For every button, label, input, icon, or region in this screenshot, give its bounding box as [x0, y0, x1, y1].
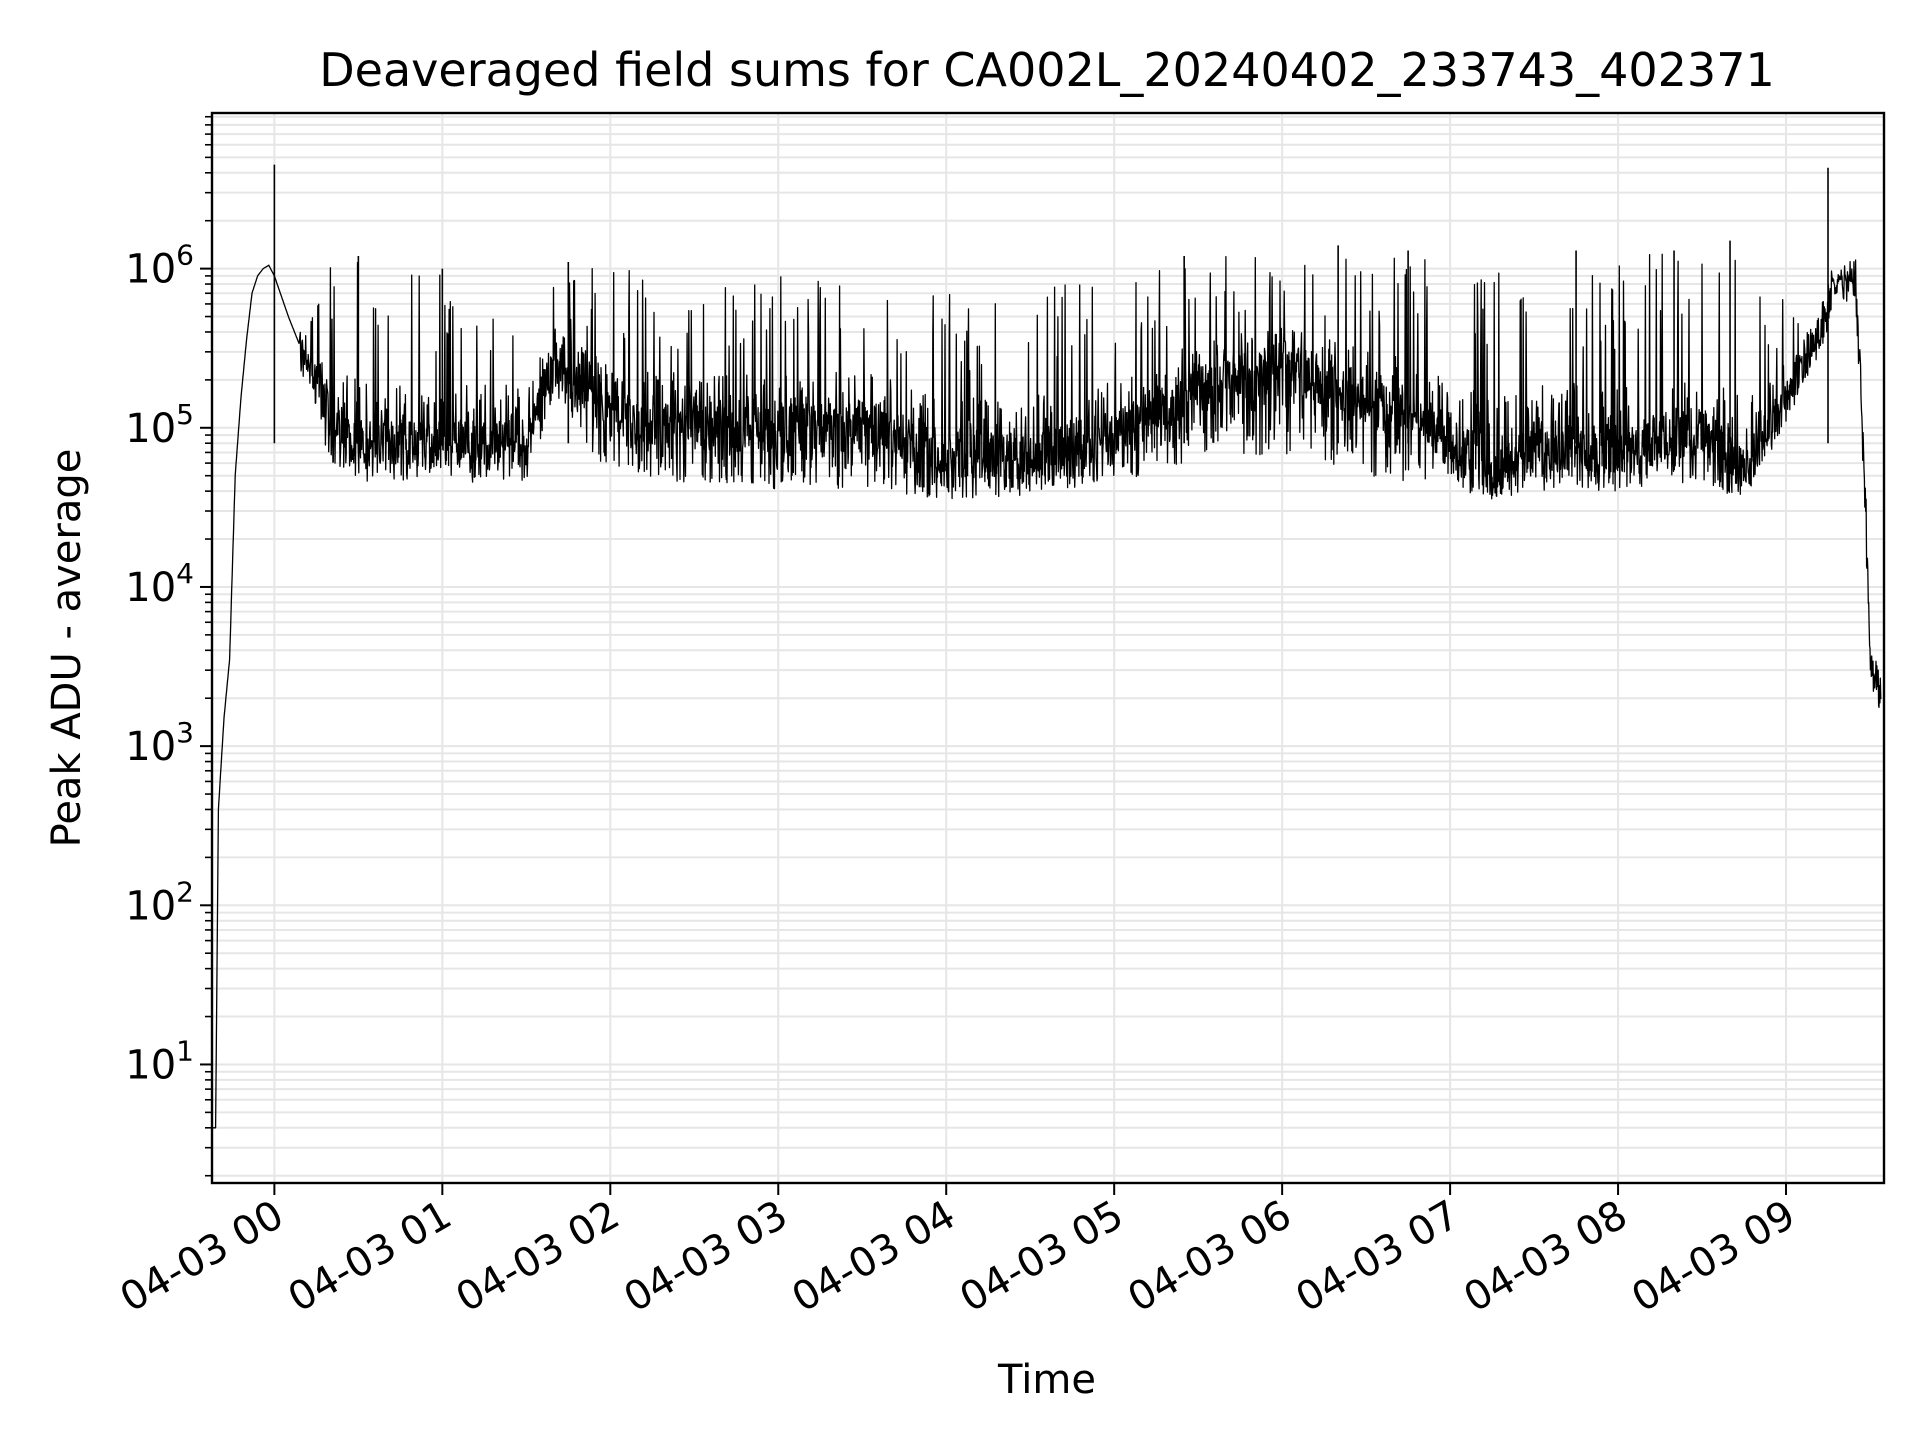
series-layer	[212, 164, 1882, 1129]
y-tick-label: 104	[125, 557, 194, 611]
y-axis-label: Peak ADU - average	[44, 449, 90, 848]
y-tick-label: 105	[125, 398, 194, 452]
y-tick-label: 103	[125, 716, 194, 770]
x-axis-label: Time	[997, 1357, 1096, 1403]
y-axis-ticks: 101 102 103 104 105 106	[125, 115, 212, 1177]
y-tick-label: 101	[125, 1034, 194, 1088]
chart-title: Deaveraged field sums for CA002L_2024040…	[319, 43, 1774, 97]
y-tick-label: 102	[125, 875, 194, 929]
y-tick-label: 106	[125, 239, 194, 293]
series-line	[212, 253, 1882, 1129]
plot-frame	[210, 111, 1886, 1185]
